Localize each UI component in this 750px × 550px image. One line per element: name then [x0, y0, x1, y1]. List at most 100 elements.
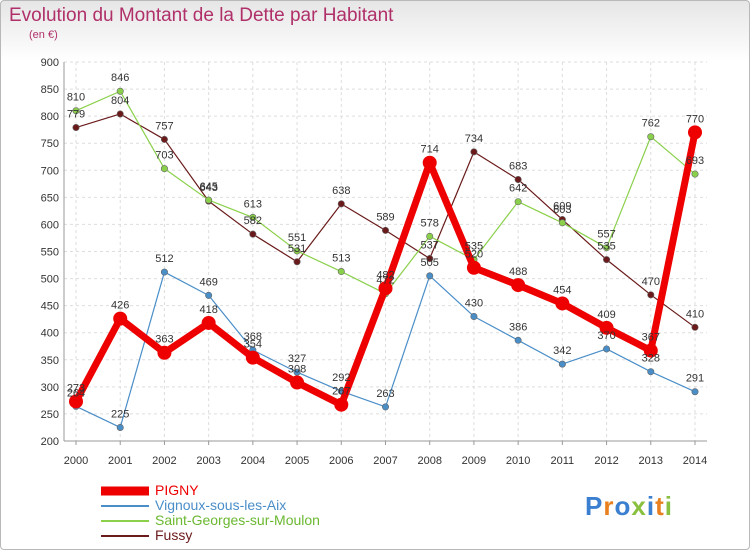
y-tick-label: 600 [41, 219, 59, 231]
chart-title: Evolution du Montant de la Dette par Hab… [9, 5, 394, 26]
y-tick-label: 200 [41, 436, 59, 448]
y-tick-label: 650 [41, 192, 59, 204]
legend-swatch [101, 519, 149, 522]
data-point [558, 219, 566, 227]
data-point [249, 213, 257, 221]
data-point [381, 226, 389, 234]
data-point [290, 375, 305, 390]
data-label: 551 [288, 232, 306, 244]
legend-label: Vignoux-sous-les-Aix [155, 497, 287, 513]
data-point [160, 165, 168, 173]
data-point [558, 360, 566, 368]
data-point [603, 345, 611, 353]
y-tick-label: 550 [41, 247, 59, 259]
data-label: 472 [376, 275, 394, 287]
x-tick-label: 2013 [639, 455, 663, 467]
data-point [470, 148, 478, 156]
data-label: 418 [199, 304, 217, 316]
data-label: 589 [376, 211, 394, 223]
data-point [205, 291, 213, 299]
data-label: 643 [199, 182, 217, 194]
data-point [647, 291, 655, 299]
data-point [647, 133, 655, 141]
data-point [378, 281, 393, 296]
data-point [514, 336, 522, 344]
data-point [160, 135, 168, 143]
data-label: 342 [553, 345, 571, 357]
data-point [691, 323, 699, 331]
data-label: 582 [244, 215, 262, 227]
data-label: 426 [111, 300, 129, 312]
data-point [691, 170, 699, 178]
logo-letter: x [631, 491, 647, 521]
y-tick-label: 750 [41, 138, 59, 150]
line-chart: 200 250 300 350 400 450 500 550 600 650 700 750 800 8… [41, 57, 708, 467]
data-point [293, 258, 301, 266]
data-point [116, 110, 124, 118]
data-point [72, 124, 80, 132]
y-tick-label: 250 [41, 409, 59, 421]
data-label: 609 [553, 201, 571, 213]
logo-letter: r [603, 491, 615, 521]
data-label: 603 [553, 204, 571, 216]
data-point [293, 368, 301, 376]
data-label: 410 [686, 308, 704, 320]
data-label: 535 [597, 241, 615, 253]
x-tick-label: 2005 [285, 455, 309, 467]
data-label: 762 [642, 118, 660, 130]
legend-label: Saint-Georges-sur-Moulon [155, 512, 320, 528]
data-point [422, 155, 437, 170]
data-point [643, 343, 658, 358]
data-point [511, 278, 526, 293]
data-point [426, 272, 434, 280]
data-label: 363 [155, 334, 173, 346]
data-label: 734 [465, 133, 483, 145]
data-label: 308 [288, 364, 306, 376]
data-label: 292 [332, 372, 350, 384]
data-label: 273 [67, 382, 85, 394]
data-label: 804 [111, 95, 129, 107]
legend-swatch [101, 486, 149, 495]
x-tick-label: 2014 [683, 455, 707, 467]
data-point [514, 175, 522, 183]
data-label: 409 [597, 309, 615, 321]
data-point [555, 296, 570, 311]
chart-subtitle: (en €) [29, 29, 58, 41]
x-tick-label: 2008 [417, 455, 441, 467]
data-label: 714 [421, 144, 439, 156]
data-label: 368 [244, 331, 262, 343]
data-label: 291 [686, 373, 704, 385]
data-label: 469 [199, 276, 217, 288]
data-label: 810 [67, 92, 85, 104]
data-point [116, 423, 124, 431]
data-point [69, 394, 83, 409]
data-point [116, 87, 124, 95]
y-tick-label: 350 [41, 355, 59, 367]
data-label: 557 [597, 229, 615, 241]
x-tick-label: 2012 [594, 455, 618, 467]
data-label: 535 [465, 241, 483, 253]
data-label: 537 [421, 240, 439, 252]
data-point [249, 230, 257, 238]
data-label: 531 [288, 243, 306, 255]
logo-letter: o [614, 491, 632, 521]
x-tick-label: 2004 [241, 455, 265, 467]
data-point [113, 311, 128, 326]
data-label: 770 [686, 113, 704, 125]
y-tick-label: 800 [41, 111, 59, 123]
data-label: 225 [111, 408, 129, 420]
x-tick-label: 2009 [462, 455, 486, 467]
logo-letter: i [646, 491, 656, 521]
legend-swatch [101, 534, 149, 537]
data-label: 370 [597, 330, 615, 342]
data-label: 263 [376, 388, 394, 400]
x-tick-label: 2011 [551, 455, 575, 467]
data-label: 505 [421, 257, 439, 269]
x-tick-label: 2003 [196, 455, 220, 467]
data-label: 470 [642, 276, 660, 288]
data-label: 386 [509, 321, 527, 333]
logo-letter: t [655, 491, 665, 521]
data-label: 642 [509, 183, 527, 195]
data-label: 454 [553, 284, 571, 296]
